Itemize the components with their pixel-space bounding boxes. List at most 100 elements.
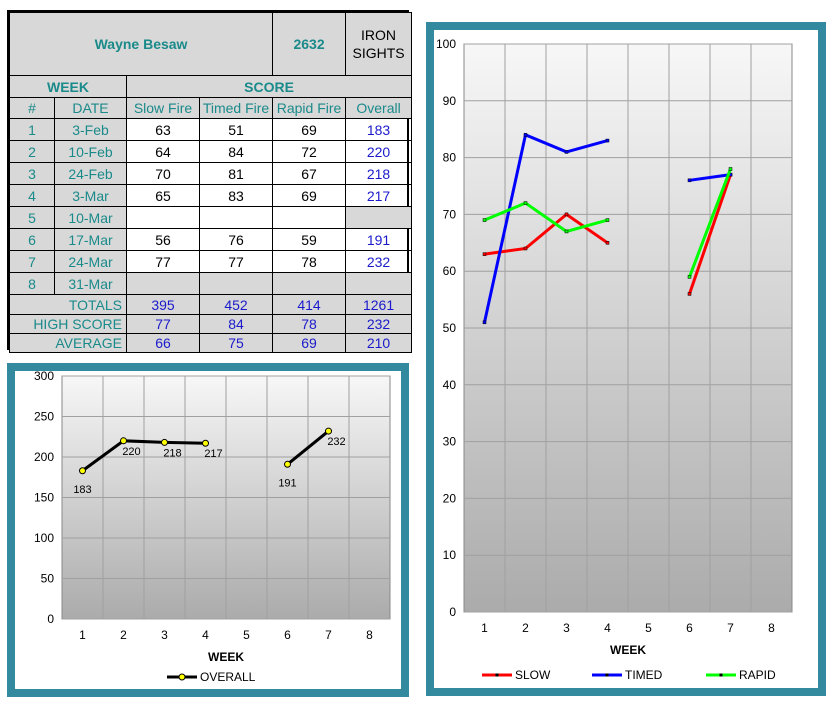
series-timed-group — [482, 132, 733, 325]
legend: OVERALL — [167, 670, 256, 684]
y-tick-label: 200 — [34, 450, 54, 464]
summary-row-totals: TOTALS 395 452 414 1261 — [9, 294, 413, 315]
summary-row-high: HIGH SCORE 77 84 78 232 — [9, 314, 413, 334]
slow-score: 63 — [126, 118, 200, 141]
week-number: 2 — [9, 140, 55, 163]
rapid-score: 67 — [272, 162, 347, 185]
score-heading: SCORE — [125, 75, 413, 98]
x-tick-label: 2 — [120, 628, 127, 642]
timed-score: 81 — [198, 162, 274, 185]
series-overall-group: 183 220 218 217 191 232 — [73, 427, 346, 496]
summary-label: HIGH SCORE — [9, 314, 127, 334]
data-label: 220 — [122, 446, 140, 458]
column-header-row: # DATE Slow Fire Timed Fire Rapid Fire O… — [9, 97, 413, 119]
y-tick-label: 0 — [449, 605, 456, 619]
y-tick-label: 150 — [34, 491, 54, 505]
week-number: 5 — [9, 206, 55, 229]
series-overall-point — [120, 437, 127, 445]
series-overall-point — [161, 438, 168, 446]
col-header-slow: Slow Fire — [126, 97, 200, 119]
score-table: Wayne Besaw 2632 IRON SIGHTS WEEK SCORE … — [7, 10, 413, 353]
timed-score: 51 — [198, 118, 274, 141]
summary-rapid: 78 — [272, 314, 347, 334]
week-number: 6 — [9, 228, 55, 251]
series-rapid-point — [728, 167, 733, 171]
table-row: 8 31-Mar — [9, 272, 413, 295]
series-timed-point — [523, 133, 528, 137]
col-header-overall: Overall — [345, 97, 413, 119]
y-tick-label: 90 — [443, 94, 457, 108]
y-tick-label: 10 — [443, 548, 457, 562]
legend-overall-label: OVERALL — [200, 670, 256, 684]
x-tick-label: 4 — [604, 621, 611, 635]
week-number: 1 — [9, 118, 55, 141]
overall-score — [345, 206, 413, 229]
slow-score: 65 — [126, 184, 200, 207]
series-slow-line — [688, 174, 732, 295]
slow-score: 77 — [126, 250, 200, 273]
x-tick-label: 7 — [325, 628, 332, 642]
y-tick-label: 50 — [41, 572, 55, 586]
slow-score: 64 — [126, 140, 200, 163]
summary-timed: 452 — [198, 294, 274, 315]
series-slow-point — [482, 252, 487, 256]
week-date: 3-Mar — [54, 184, 127, 207]
week-number: 7 — [9, 250, 55, 273]
col-header-rapid: Rapid Fire — [272, 97, 347, 119]
timed-score: 76 — [198, 228, 274, 251]
series-rapid-line — [483, 201, 608, 234]
series-overall-point — [284, 460, 291, 468]
legend-slow-marker — [495, 673, 499, 677]
rapid-score — [272, 272, 347, 295]
col-header-timed: Timed Fire — [198, 97, 274, 119]
y-tick-label: 20 — [443, 491, 457, 505]
sights-type: IRON SIGHTS — [345, 12, 413, 76]
x-tick-label: 2 — [522, 621, 529, 635]
x-axis-label: WEEK — [610, 643, 646, 657]
overall-score: 191 — [345, 228, 413, 251]
data-label: 191 — [278, 477, 296, 489]
overall-chart: 0 50 100 150 200 250 300 1 2 3 4 5 6 7 8 WEEK 183 220 218 2… — [15, 369, 401, 689]
y-tick-label: 40 — [443, 378, 457, 392]
series-timed-line — [483, 132, 608, 323]
shooter-id: 2632 — [272, 12, 347, 76]
legend-overall-marker — [178, 673, 186, 681]
series-overall-point — [79, 467, 86, 475]
y-tick-label: 100 — [436, 37, 456, 51]
slow-score — [126, 272, 200, 295]
rapid-score: 69 — [272, 184, 347, 207]
summary-overall: 232 — [345, 314, 413, 334]
series-timed-point — [605, 138, 610, 143]
stage-chart: 0 10 20 30 40 50 60 70 80 90 100 1 2 3 4 5 6 7 8 WEEK SLOW TI… — [434, 30, 818, 688]
rapid-score: 78 — [272, 250, 347, 273]
timed-score — [198, 206, 274, 229]
summary-timed: 84 — [198, 314, 274, 334]
y-tick-label: 0 — [47, 612, 54, 626]
y-tick-label: 50 — [443, 321, 457, 335]
x-axis-label: WEEK — [208, 650, 244, 664]
x-tick-label: 5 — [645, 621, 652, 635]
series-rapid-group — [482, 167, 733, 279]
data-label: 218 — [163, 447, 181, 459]
summary-overall: 1261 — [345, 294, 413, 315]
data-label: 217 — [204, 448, 222, 460]
overall-chart-panel: 0 50 100 150 200 250 300 1 2 3 4 5 6 7 8 WEEK 183 220 218 2… — [7, 363, 409, 697]
table-row: 3 24-Feb 70 81 67 218 — [9, 162, 413, 185]
y-tick-label: 60 — [443, 264, 457, 278]
x-tick-label: 6 — [284, 628, 291, 642]
summary-overall: 210 — [345, 333, 413, 353]
series-rapid-line — [688, 168, 732, 278]
series-timed-point — [482, 320, 487, 325]
timed-score — [198, 272, 274, 295]
series-overall-point — [325, 427, 332, 435]
week-date: 31-Mar — [54, 272, 127, 295]
summary-label: AVERAGE — [9, 333, 127, 353]
col-header-num: # — [9, 97, 55, 119]
x-tick-label: 3 — [563, 621, 570, 635]
summary-slow: 66 — [126, 333, 200, 353]
timed-score: 84 — [198, 140, 274, 163]
legend: SLOW TIMED RAPID — [482, 668, 776, 682]
series-slow-point — [687, 292, 692, 296]
overall-score: 218 — [345, 162, 413, 185]
week-date: 17-Mar — [54, 228, 127, 251]
